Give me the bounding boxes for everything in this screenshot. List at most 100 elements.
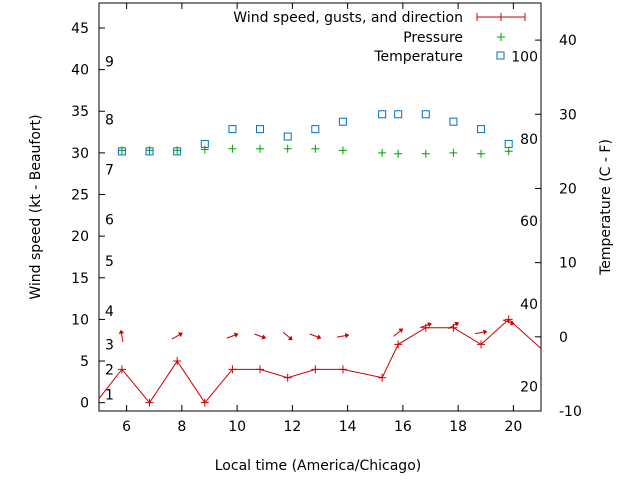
plot-frame bbox=[98, 2, 542, 412]
y-axis-left: 0 5 10 15 20 25 30 35 40 45 bbox=[71, 21, 105, 412]
wind-direction-arrowhead bbox=[344, 332, 350, 339]
y-axis-right: -10 0 10 20 30 40 bbox=[535, 33, 582, 420]
fahrenheit-label: 60 bbox=[520, 214, 538, 230]
pressure-point bbox=[200, 145, 209, 154]
y-tick-label: 45 bbox=[71, 21, 89, 37]
pressure-point bbox=[449, 148, 458, 157]
y2-tick-label: 30 bbox=[559, 107, 577, 123]
wind-speed-point bbox=[228, 365, 237, 374]
y2-tick-label: 40 bbox=[559, 33, 577, 49]
y2-tick-label: -10 bbox=[559, 404, 582, 420]
fahrenheit-label: 80 bbox=[520, 132, 538, 148]
beaufort-label: 8 bbox=[105, 113, 114, 129]
wind-direction-arrowhead bbox=[510, 320, 515, 326]
pressure-point bbox=[228, 144, 237, 153]
fahrenheit-label: 20 bbox=[520, 380, 538, 396]
temperature-point bbox=[200, 139, 209, 148]
pressure-series bbox=[117, 144, 513, 158]
wind-speed-point bbox=[338, 365, 347, 374]
wind-speed-point bbox=[394, 340, 403, 349]
y2-tick-label: 10 bbox=[559, 256, 577, 272]
wind-direction-arrowhead bbox=[454, 321, 459, 327]
wind-speed-point bbox=[200, 398, 209, 407]
y2-tick-label: 0 bbox=[559, 330, 568, 346]
pressure-point bbox=[283, 144, 292, 153]
x-tick-label: 12 bbox=[283, 419, 301, 435]
y-tick-label: 25 bbox=[71, 188, 89, 204]
pressure-point bbox=[378, 148, 387, 157]
x-tick-label: 10 bbox=[228, 419, 246, 435]
y-tick-label: 10 bbox=[71, 312, 89, 328]
temperature-point bbox=[504, 139, 513, 148]
temperature-point bbox=[283, 132, 292, 141]
legend-swatch-temperature bbox=[496, 51, 505, 60]
y-tick-label: 40 bbox=[71, 63, 89, 79]
y-tick-label: 5 bbox=[80, 354, 89, 370]
temperature-point bbox=[311, 125, 320, 134]
beaufort-label: 7 bbox=[105, 163, 114, 179]
wind-speed-point bbox=[145, 398, 154, 407]
beaufort-label: 2 bbox=[105, 362, 114, 378]
y-tick-label: 15 bbox=[71, 271, 89, 287]
pressure-point bbox=[421, 149, 430, 158]
y2-tick-label: 20 bbox=[559, 181, 577, 197]
wind-direction-arrowhead bbox=[316, 334, 322, 340]
wind-direction-arrowhead bbox=[118, 329, 125, 335]
x-axis: 6 8 10 12 14 16 18 20 bbox=[122, 3, 522, 435]
beaufort-label: 1 bbox=[105, 387, 114, 403]
pressure-point bbox=[338, 146, 347, 155]
x-tick-label: 20 bbox=[504, 419, 522, 435]
y2-axis-title: Temperature (C - F) bbox=[598, 139, 614, 276]
wind-direction-arrowhead bbox=[261, 334, 267, 340]
temperature-point bbox=[117, 147, 126, 156]
fahrenheit-scale: 20 40 60 80 100 bbox=[511, 49, 538, 395]
pressure-point bbox=[477, 149, 486, 158]
beaufort-label: 6 bbox=[105, 212, 114, 228]
wind-speed-point bbox=[256, 365, 265, 374]
wind-speed-line bbox=[98, 318, 542, 404]
fahrenheit-label: 40 bbox=[520, 297, 538, 313]
beaufort-label: 4 bbox=[105, 304, 114, 320]
beaufort-scale: 1 2 3 4 5 6 7 8 9 bbox=[105, 54, 114, 403]
x-tick-label: 14 bbox=[339, 419, 357, 435]
wind-direction-arrows bbox=[118, 319, 515, 343]
x-tick-label: 8 bbox=[177, 419, 186, 435]
wind-speed-point bbox=[117, 365, 126, 374]
wind-speed-point bbox=[173, 357, 182, 366]
wind-direction-arrowhead bbox=[233, 332, 239, 338]
beaufort-label: 9 bbox=[105, 54, 114, 70]
x-tick-label: 6 bbox=[122, 419, 131, 435]
wind-speed-point bbox=[283, 373, 292, 382]
legend-label-temperature: Temperature bbox=[373, 49, 463, 65]
legend-label-pressure: Pressure bbox=[403, 30, 463, 46]
wind-speed-point bbox=[378, 373, 387, 382]
beaufort-label: 3 bbox=[105, 337, 114, 353]
temperature-point bbox=[477, 125, 486, 134]
wind-speed-point bbox=[311, 365, 320, 374]
wind-series bbox=[98, 315, 542, 407]
y-tick-label: 35 bbox=[71, 104, 89, 120]
temperature-point bbox=[394, 110, 403, 119]
wind-direction-arrowhead bbox=[427, 322, 432, 328]
pressure-point bbox=[504, 147, 513, 156]
temperature-point bbox=[228, 125, 237, 134]
wind-direction-arrowhead bbox=[483, 329, 488, 335]
wind-direction-arrowhead bbox=[398, 328, 404, 334]
wind-speed-point bbox=[477, 340, 486, 349]
beaufort-label: 5 bbox=[105, 254, 114, 270]
y-axis-title: Wind speed (kt - Beaufort) bbox=[28, 114, 44, 299]
temperature-point bbox=[421, 110, 430, 119]
x-axis-title: Local time (America/Chicago) bbox=[215, 458, 421, 474]
legend: Wind speed, gusts, and direction Pressur… bbox=[233, 10, 526, 65]
pressure-point bbox=[256, 144, 265, 153]
temperature-series bbox=[117, 110, 513, 156]
fahrenheit-label: 100 bbox=[511, 49, 538, 65]
legend-swatch-pressure bbox=[497, 33, 505, 41]
y-tick-label: 30 bbox=[71, 146, 89, 162]
x-tick-label: 18 bbox=[449, 419, 467, 435]
temperature-point bbox=[145, 147, 154, 156]
wind-direction-arrowhead bbox=[287, 335, 293, 341]
y-tick-label: 20 bbox=[71, 229, 89, 245]
temperature-point bbox=[378, 110, 387, 119]
